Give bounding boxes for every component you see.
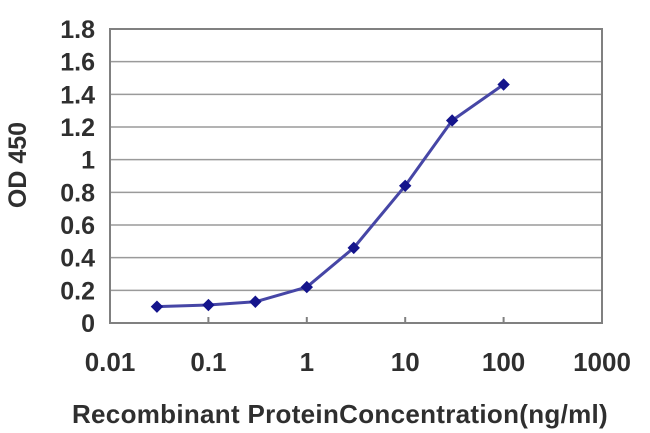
data-point bbox=[497, 78, 510, 91]
y-tick-label: 1.2 bbox=[60, 114, 95, 142]
x-tick-label: 0.01 bbox=[85, 347, 136, 377]
data-point bbox=[347, 241, 360, 255]
y-tick-label: 0.8 bbox=[60, 179, 95, 207]
y-tick-label: 0.4 bbox=[60, 245, 95, 273]
data-point bbox=[150, 300, 164, 313]
y-tick-label: 0.2 bbox=[60, 277, 95, 305]
series-line bbox=[155, 83, 506, 309]
x-axis-title: Recombinant ProteinConcentration(ng/ml) bbox=[71, 399, 609, 429]
y-tick-label: 1.8 bbox=[60, 16, 95, 44]
y-tick-label: 1 bbox=[81, 147, 95, 175]
x-tick-label: 100 bbox=[482, 347, 525, 377]
x-tick-label: 1 bbox=[300, 347, 314, 377]
y-tick-label: 0.6 bbox=[60, 212, 95, 240]
data-point bbox=[300, 280, 314, 294]
data-point bbox=[202, 298, 215, 312]
y-tick-label: 1.6 bbox=[60, 49, 95, 77]
x-tick-label: 10 bbox=[391, 347, 420, 377]
y-tick-label: 1.4 bbox=[60, 81, 95, 109]
y-tick-label: 0 bbox=[81, 310, 95, 338]
data-point bbox=[445, 114, 459, 127]
x-tick-label: 1000 bbox=[573, 347, 631, 377]
data-point bbox=[249, 295, 262, 308]
data-point bbox=[398, 179, 412, 193]
y-axis-title: OD 450 bbox=[4, 121, 32, 209]
x-tick-label: 0.1 bbox=[190, 347, 226, 377]
plot-border bbox=[109, 28, 603, 324]
